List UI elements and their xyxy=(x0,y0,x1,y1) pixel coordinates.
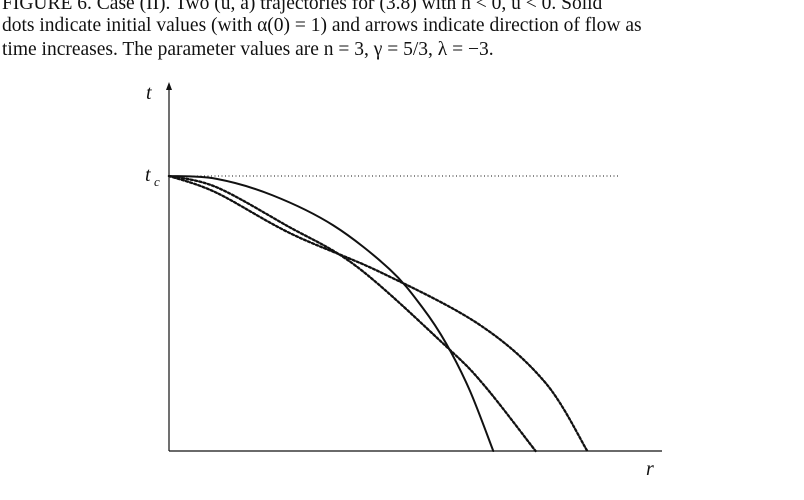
series-1-curve xyxy=(168,175,495,452)
caption-line-3: time increases. The parameter values are… xyxy=(2,39,494,60)
series-2-curve xyxy=(167,174,537,453)
caption-line-2: dots indicate initial values (with α(0) … xyxy=(2,15,642,36)
y-axis-arrowhead xyxy=(166,82,172,90)
axes-group xyxy=(166,82,662,452)
caption-line-1: FIGURE 6. Case (II). Two (u, a) trajecto… xyxy=(2,0,603,14)
y-axis-label: t xyxy=(146,82,152,104)
series-3-curve xyxy=(167,174,589,453)
x-axis-label: r xyxy=(646,458,654,480)
label-group: trt c xyxy=(145,82,654,480)
tc-label: t xyxy=(145,164,151,186)
series-group xyxy=(167,174,589,453)
tc-subscript: c xyxy=(154,174,160,189)
